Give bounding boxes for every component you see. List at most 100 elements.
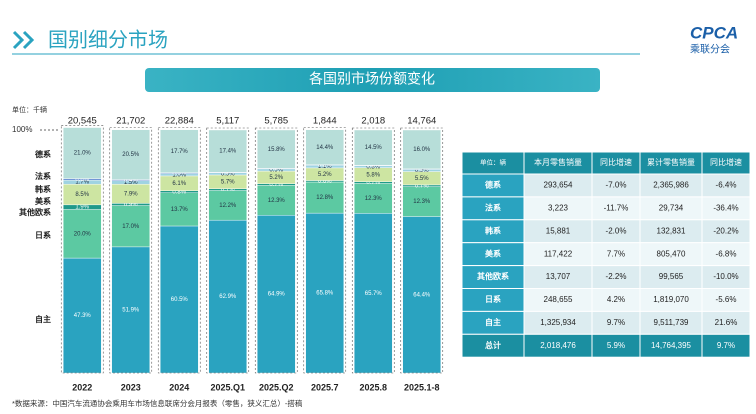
segment-label: 0.2%	[366, 163, 380, 169]
segment-label: 65.7%	[365, 291, 383, 297]
cell-text: -2.2%	[606, 272, 627, 281]
bar-segment	[63, 209, 102, 259]
unit-label: 单位：千辆	[12, 105, 47, 114]
segment-label: 12.3%	[268, 198, 286, 204]
bar-segment	[305, 129, 344, 165]
total-label: 5,117	[216, 116, 239, 127]
segment-label: 6.1%	[172, 181, 186, 187]
segment-label: 0.7%	[415, 183, 429, 189]
segment-label: 65.8%	[316, 291, 334, 297]
bar-outline	[254, 127, 298, 374]
bar-outline	[157, 127, 201, 374]
segment-label: 17.7%	[171, 149, 189, 155]
cell-text: -36.4%	[713, 203, 738, 212]
bar-outline	[351, 127, 395, 374]
segment-label: 0.6%	[318, 179, 332, 185]
total-label: 22,884	[165, 116, 194, 127]
segment-label: 0.9%	[269, 168, 283, 174]
cell-text: -11.7%	[604, 203, 629, 212]
series-label: 日系	[35, 230, 51, 240]
segment-label: 1.7%	[75, 180, 89, 186]
segment-label: 0.2%	[269, 166, 283, 172]
cell-text: 3,223	[548, 203, 569, 212]
segment-label: 17.0%	[122, 224, 140, 230]
bar-segment	[354, 213, 393, 374]
bar-segment	[354, 129, 393, 166]
segment-label: 47.3%	[74, 313, 92, 319]
segment-label: 1.0%	[172, 172, 186, 178]
chart-banner	[145, 68, 600, 92]
cell-text: 韩系	[485, 225, 501, 235]
bar-segment	[160, 192, 199, 227]
x-tick-label: 2022	[72, 382, 92, 392]
x-tick-label: 2025.7	[311, 382, 339, 392]
cell-text: 法系	[485, 202, 501, 212]
segment-label: 0.8%	[172, 189, 186, 195]
bar-segment	[111, 205, 150, 248]
total-label: 2,018	[361, 116, 385, 127]
table-cell	[701, 333, 751, 358]
segment-label: 1.5%	[124, 180, 138, 186]
cell-text: 自主	[485, 317, 501, 327]
segment-label: 64.9%	[268, 292, 286, 298]
bar-segment	[208, 129, 247, 173]
chart-title: 各国别市场份额变化	[309, 71, 435, 87]
cell-text: 1,325,934	[540, 318, 576, 327]
series-label: 美系	[35, 196, 51, 206]
segment-label: 1.9%	[75, 205, 89, 211]
segment-label: 5.5%	[415, 176, 429, 182]
segment-label: 51.9%	[122, 308, 140, 314]
cell-text: -5.6%	[716, 295, 737, 304]
segment-label: 60.5%	[171, 297, 189, 303]
header-text: 同比增速	[600, 157, 632, 167]
segment-label: 15.8%	[268, 147, 286, 153]
segment-label: 14.4%	[316, 145, 334, 151]
segment-label: 1.1%	[318, 164, 332, 170]
x-tick-label: 2023	[121, 382, 141, 392]
series-label: 韩系	[35, 184, 51, 194]
segment-label: 0.9%	[221, 171, 235, 177]
bar-segment	[402, 216, 441, 374]
segment-label: 0.2%	[415, 167, 429, 173]
bar-segment	[402, 129, 441, 170]
bar-outline	[303, 127, 347, 374]
y-tick-label: 100%	[12, 125, 32, 134]
segment-label: 0.9%	[124, 202, 138, 208]
x-tick-label: 2025.1-8	[404, 382, 440, 392]
segment-label: 14.5%	[365, 145, 383, 151]
cell-text: 293,654	[544, 181, 573, 190]
cell-text: 德系	[485, 180, 501, 190]
cell-text: 5.9%	[607, 341, 625, 350]
segment-label: 0.4%	[124, 178, 138, 184]
bar-segment	[257, 185, 296, 216]
cell-text: 248,655	[544, 295, 573, 304]
logo-name: CPCA	[690, 23, 738, 42]
cell-text: 日系	[485, 294, 501, 304]
segment-label: 8.5%	[75, 192, 89, 198]
cell-text: 99,565	[659, 272, 684, 281]
header-text: 同比增速	[710, 157, 742, 167]
cell-text: 美系	[485, 248, 501, 258]
cell-text: -20.2%	[713, 226, 738, 235]
segment-label: 12.3%	[413, 199, 431, 205]
chart: 100%47.3%20.0%1.9%8.5%1.7%0.6%21.0%20,54…	[12, 116, 444, 392]
bar-segment	[111, 129, 150, 180]
segment-label: 0.7%	[269, 182, 283, 188]
series-label: 法系	[35, 171, 51, 181]
cell-text: 其他欧系	[477, 271, 509, 281]
x-tick-label: 2025.8	[359, 382, 387, 392]
x-tick-label: 2025.Q1	[210, 382, 245, 392]
cell-text: 4.2%	[607, 295, 625, 304]
series-label: 自主	[35, 314, 51, 324]
segment-label: 5.2%	[269, 175, 283, 181]
segment-label: 12.2%	[219, 203, 237, 209]
logo-org: 乘联分会	[690, 43, 730, 56]
segment-label: 0.8%	[366, 164, 380, 170]
cell-text: 21.6%	[715, 318, 738, 327]
segment-label: 0.3%	[172, 171, 186, 177]
cell-text: 总计	[485, 340, 501, 350]
bar-outline	[60, 125, 104, 374]
bar-segment	[305, 212, 344, 374]
cell-text: 1,819,070	[653, 295, 689, 304]
